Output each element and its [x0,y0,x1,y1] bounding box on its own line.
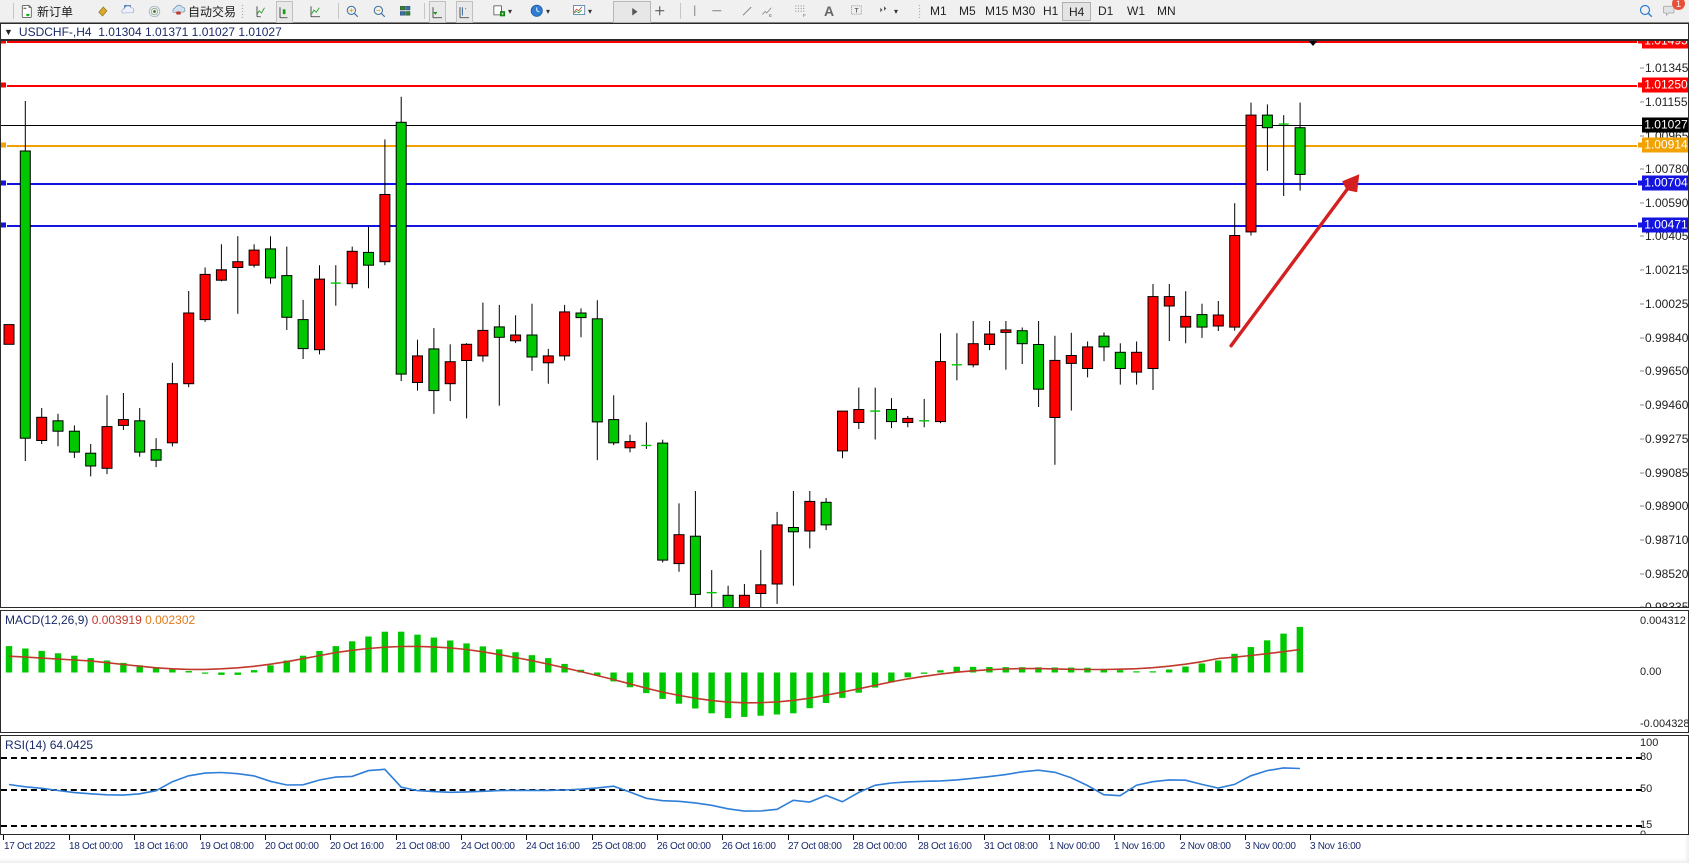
svg-text:T: T [855,7,860,14]
svg-text:F: F [803,12,806,17]
svg-text:E: E [769,12,772,17]
